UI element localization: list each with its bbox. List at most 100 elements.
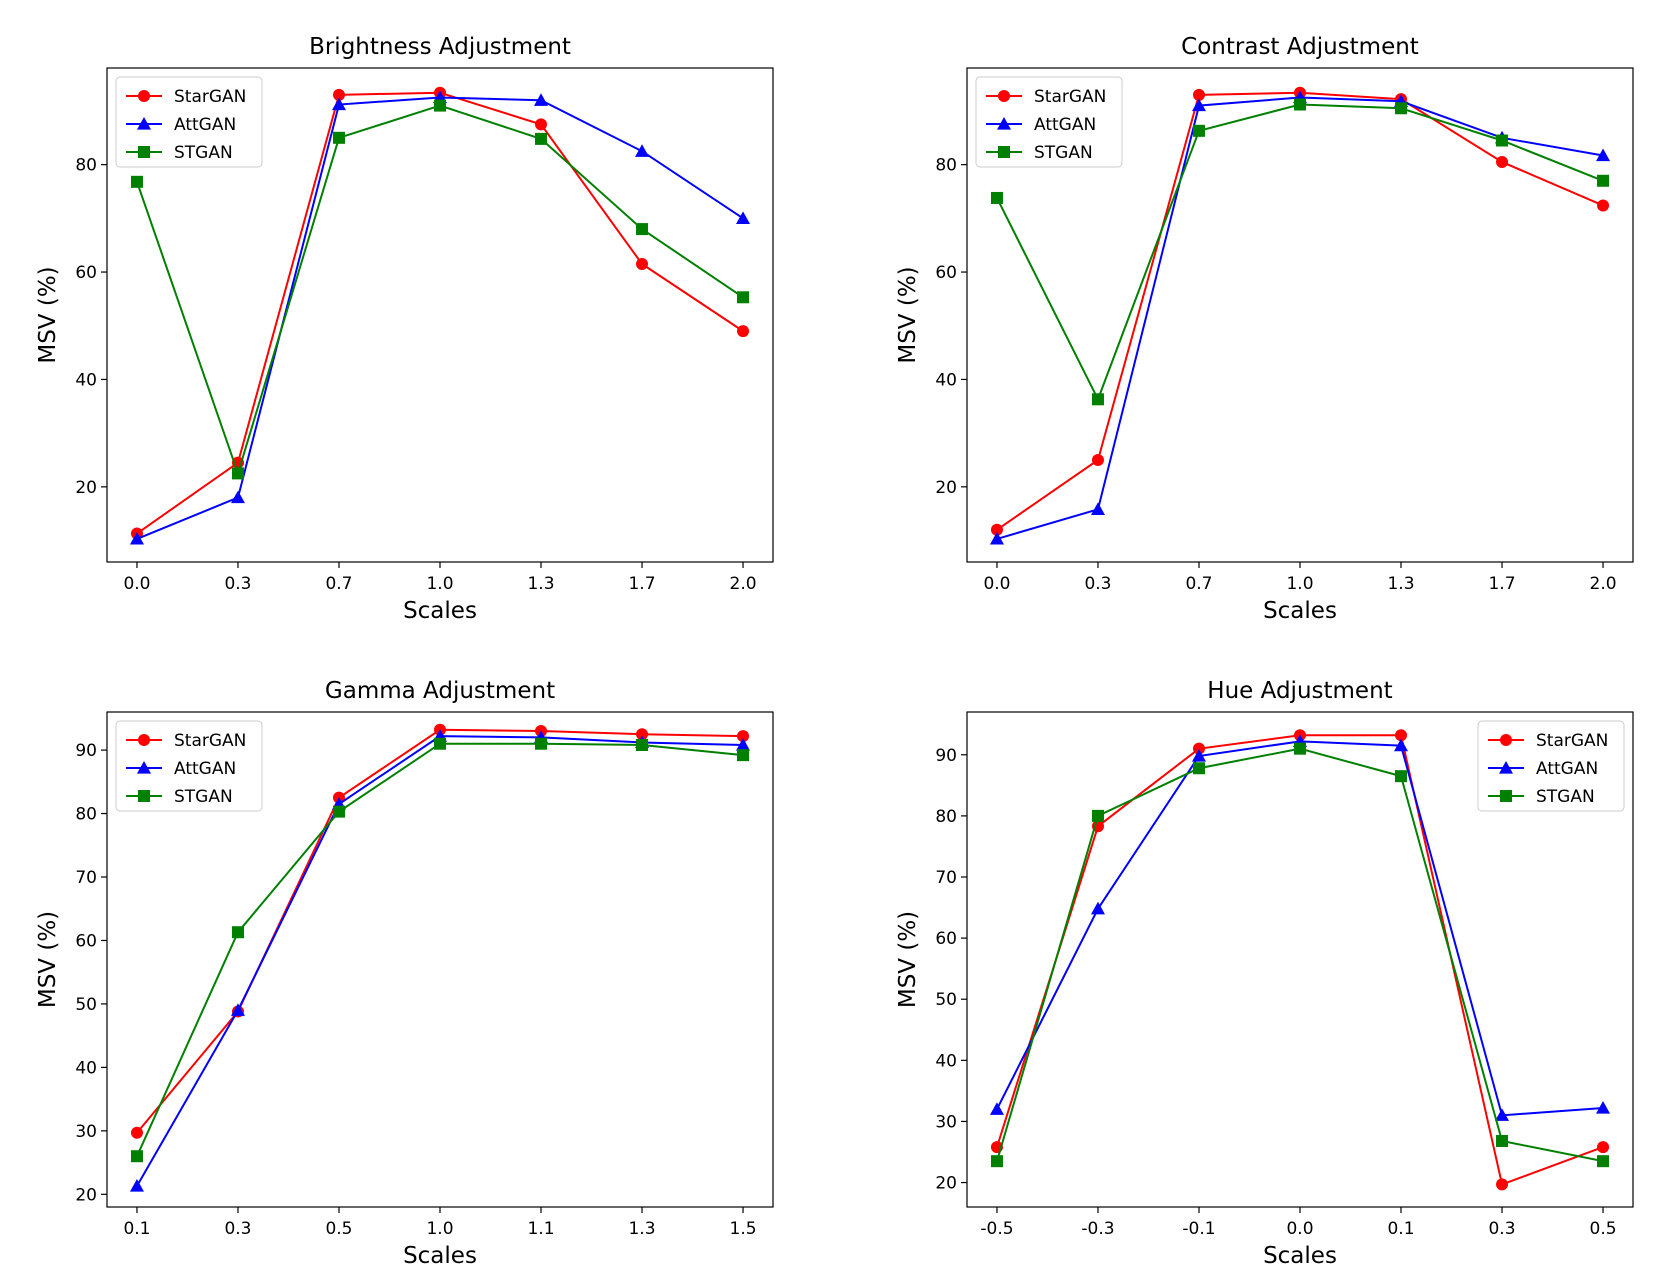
x-tick-label: 0.3 [1488,1219,1515,1239]
y-tick-label: 80 [75,805,97,825]
data-point-attgan [534,93,549,106]
data-point-stgan [1496,134,1509,147]
data-point-stgan [535,132,548,145]
x-tick-label: -0.5 [980,1219,1013,1239]
x-axis-label: Scales [1263,1243,1337,1269]
data-point-stgan [130,1150,143,1163]
data-point-stargan [737,730,750,743]
legend-marker-stgan [138,146,150,158]
data-point-stgan [990,191,1003,204]
legend-box [1477,720,1625,812]
legend-label: STGAN [1034,143,1093,163]
data-point-stargan [1192,742,1205,755]
x-tick-label: 0.0 [1286,1219,1313,1239]
chart-2: Contrast Adjustment 0.0 0.3 0.7 1.0 1.3 1.7 2.0… [895,34,1634,624]
data-point-attgan [1596,1101,1611,1114]
y-tick-label: 40 [935,370,957,390]
y-tick-label: 60 [935,929,957,949]
data-point-attgan [331,97,346,111]
data-point-attgan [129,531,144,545]
legend-label: StarGAN [1536,731,1608,751]
data-point-stargan [1395,729,1408,742]
y-tick-label: 80 [935,156,957,176]
data-point-stargan [130,1126,143,1139]
data-point-stargan [990,523,1003,536]
x-tick-label: 0.1 [1387,1219,1414,1239]
data-point-stgan [636,739,649,751]
legend-label: StarGAN [1034,87,1106,107]
chart-title: Contrast Adjustment [1181,34,1419,60]
y-tick-label: 20 [935,1174,957,1194]
legend-label: StarGAN [174,731,246,751]
data-point-stgan [636,223,649,236]
y-tick-label: 60 [75,263,97,283]
y-tick-label: 30 [75,1122,97,1142]
x-tick-label: 2.0 [730,574,757,594]
data-point-attgan [1495,1108,1510,1121]
legend-box [975,76,1123,168]
x-tick-label: 0.0 [983,574,1010,594]
legend-marker-stargan [998,90,1010,102]
x-tick-label: 1.5 [730,1219,757,1239]
x-tick-label: 0.7 [325,574,352,594]
y-axis-label: MSV (%) [35,266,61,363]
legend-box [115,76,263,168]
y-tick-label: 90 [75,741,97,761]
data-point-attgan [230,490,245,504]
y-tick-label: 70 [75,868,97,888]
y-tick-label: 20 [75,478,97,498]
data-point-stargan [332,88,345,101]
y-tick-label: 40 [75,370,97,390]
x-tick-label: -0.3 [1081,1219,1114,1239]
y-tick-label: 20 [935,478,957,498]
chart-title: Gamma Adjustment [325,678,555,704]
legend-marker-stgan [1500,790,1512,802]
data-point-stargan [1192,88,1205,101]
data-point-stgan [130,175,143,188]
data-point-stargan [737,325,750,338]
data-point-stgan [231,467,244,480]
y-axis-label: MSV (%) [895,911,921,1008]
data-point-stargan [1597,199,1610,212]
x-axis-label: Scales [403,598,477,624]
data-point-stgan [332,131,345,144]
y-tick-label: 80 [75,156,97,176]
data-point-stgan [1294,742,1306,755]
data-point-stgan [434,737,446,750]
x-axis-label: Scales [403,1243,477,1269]
data-point-stgan [1597,1155,1610,1168]
data-point-stgan [231,926,244,939]
data-point-attgan [1596,148,1611,162]
x-tick-label: 0.3 [224,574,251,594]
x-tick-label: 2.0 [1590,574,1617,594]
legend-marker-attgan [137,761,151,774]
data-point-stgan [434,99,446,112]
y-tick-label: 30 [935,1112,957,1132]
x-tick-label: 1.1 [527,1219,554,1239]
legend-marker-stargan [1500,734,1512,746]
y-tick-label: 60 [75,931,97,951]
data-point-attgan [129,1179,144,1192]
data-point-stargan [1496,1178,1509,1191]
x-tick-label: 0.5 [1590,1219,1617,1239]
data-point-attgan [736,211,751,224]
data-point-stgan [1091,393,1104,406]
data-point-attgan [1191,98,1206,112]
data-point-stgan [1395,770,1408,783]
x-tick-label: 0.0 [123,574,150,594]
data-point-stgan [535,737,548,750]
data-point-stgan [737,291,750,304]
data-point-stargan [1597,1141,1610,1154]
y-tick-label: 40 [75,1058,97,1078]
data-point-stargan [1091,453,1104,466]
legend-box [115,720,263,812]
y-tick-label: 90 [935,746,957,766]
legend-marker-stargan [138,90,150,102]
legend-marker-stargan [138,734,150,746]
x-tick-label: 0.3 [1084,574,1111,594]
y-tick-label: 80 [935,807,957,827]
data-point-attgan [635,144,650,157]
x-tick-label: 1.3 [527,574,554,594]
chart-4: Hue Adjustment -0.5 -0.3 -0.1 0.0 0.1 0.3 0.5 20… [895,678,1634,1269]
